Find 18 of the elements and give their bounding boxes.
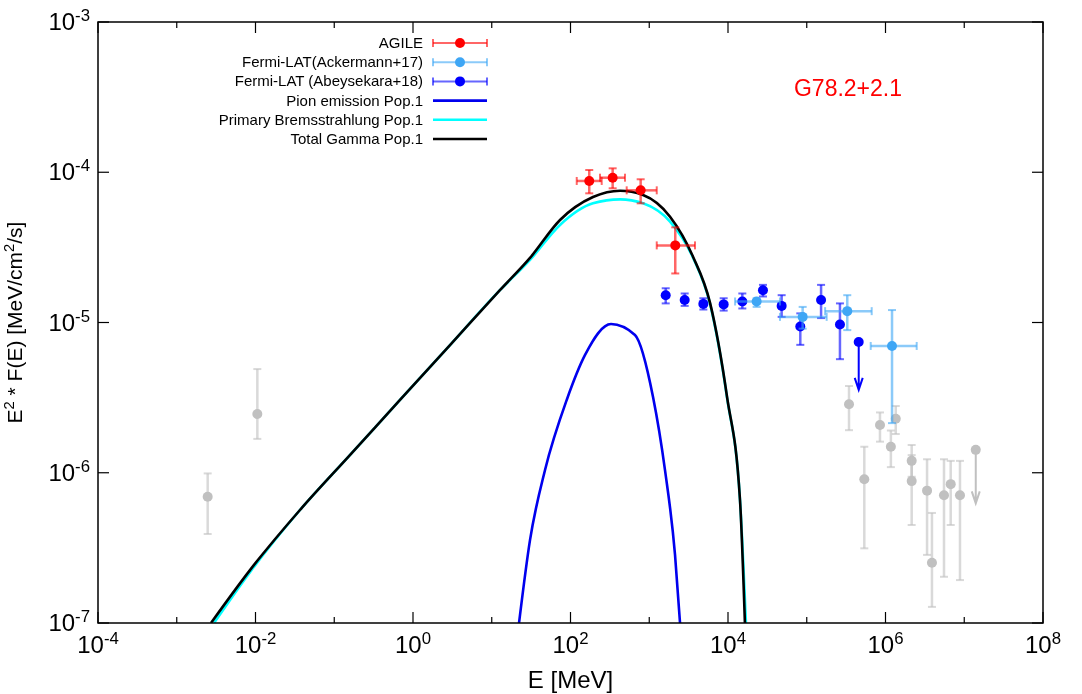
legend-label: AGILE	[378, 34, 423, 51]
x-tick-label: 10$^{8}$	[1024, 628, 1062, 658]
x-tick-label: 10$^{-2}$	[234, 628, 277, 658]
y-tick-label: 10$^{-4}$	[48, 155, 90, 186]
legend-label: Total Gamma Pop.1	[290, 130, 423, 147]
y-tick-label: 10$^{-3}$	[48, 5, 90, 35]
x-tick-label: 10$^{2}$	[552, 628, 589, 658]
x-tick-label: 10$^{6}$	[867, 628, 904, 658]
y-tick-label: 10$^{-6}$	[48, 456, 90, 486]
annotation: G78.2+2.1	[793, 75, 903, 101]
x-axis-title: E [MeV]	[527, 666, 614, 693]
legend-label: Fermi-LAT(Ackermann+17)	[241, 53, 423, 71]
legend-label: Pion emission Pop.1	[286, 91, 423, 109]
legend-label: Primary Bremsstrahlung Pop.1	[218, 110, 423, 128]
y-tick-label: 10$^{-5}$	[48, 306, 90, 336]
legend-label: Fermi-LAT (Abeysekara+18)	[234, 72, 423, 90]
x-tick-label: 10$^{4}$	[709, 628, 747, 658]
x-tick-label: 10$^{0}$	[394, 628, 432, 658]
